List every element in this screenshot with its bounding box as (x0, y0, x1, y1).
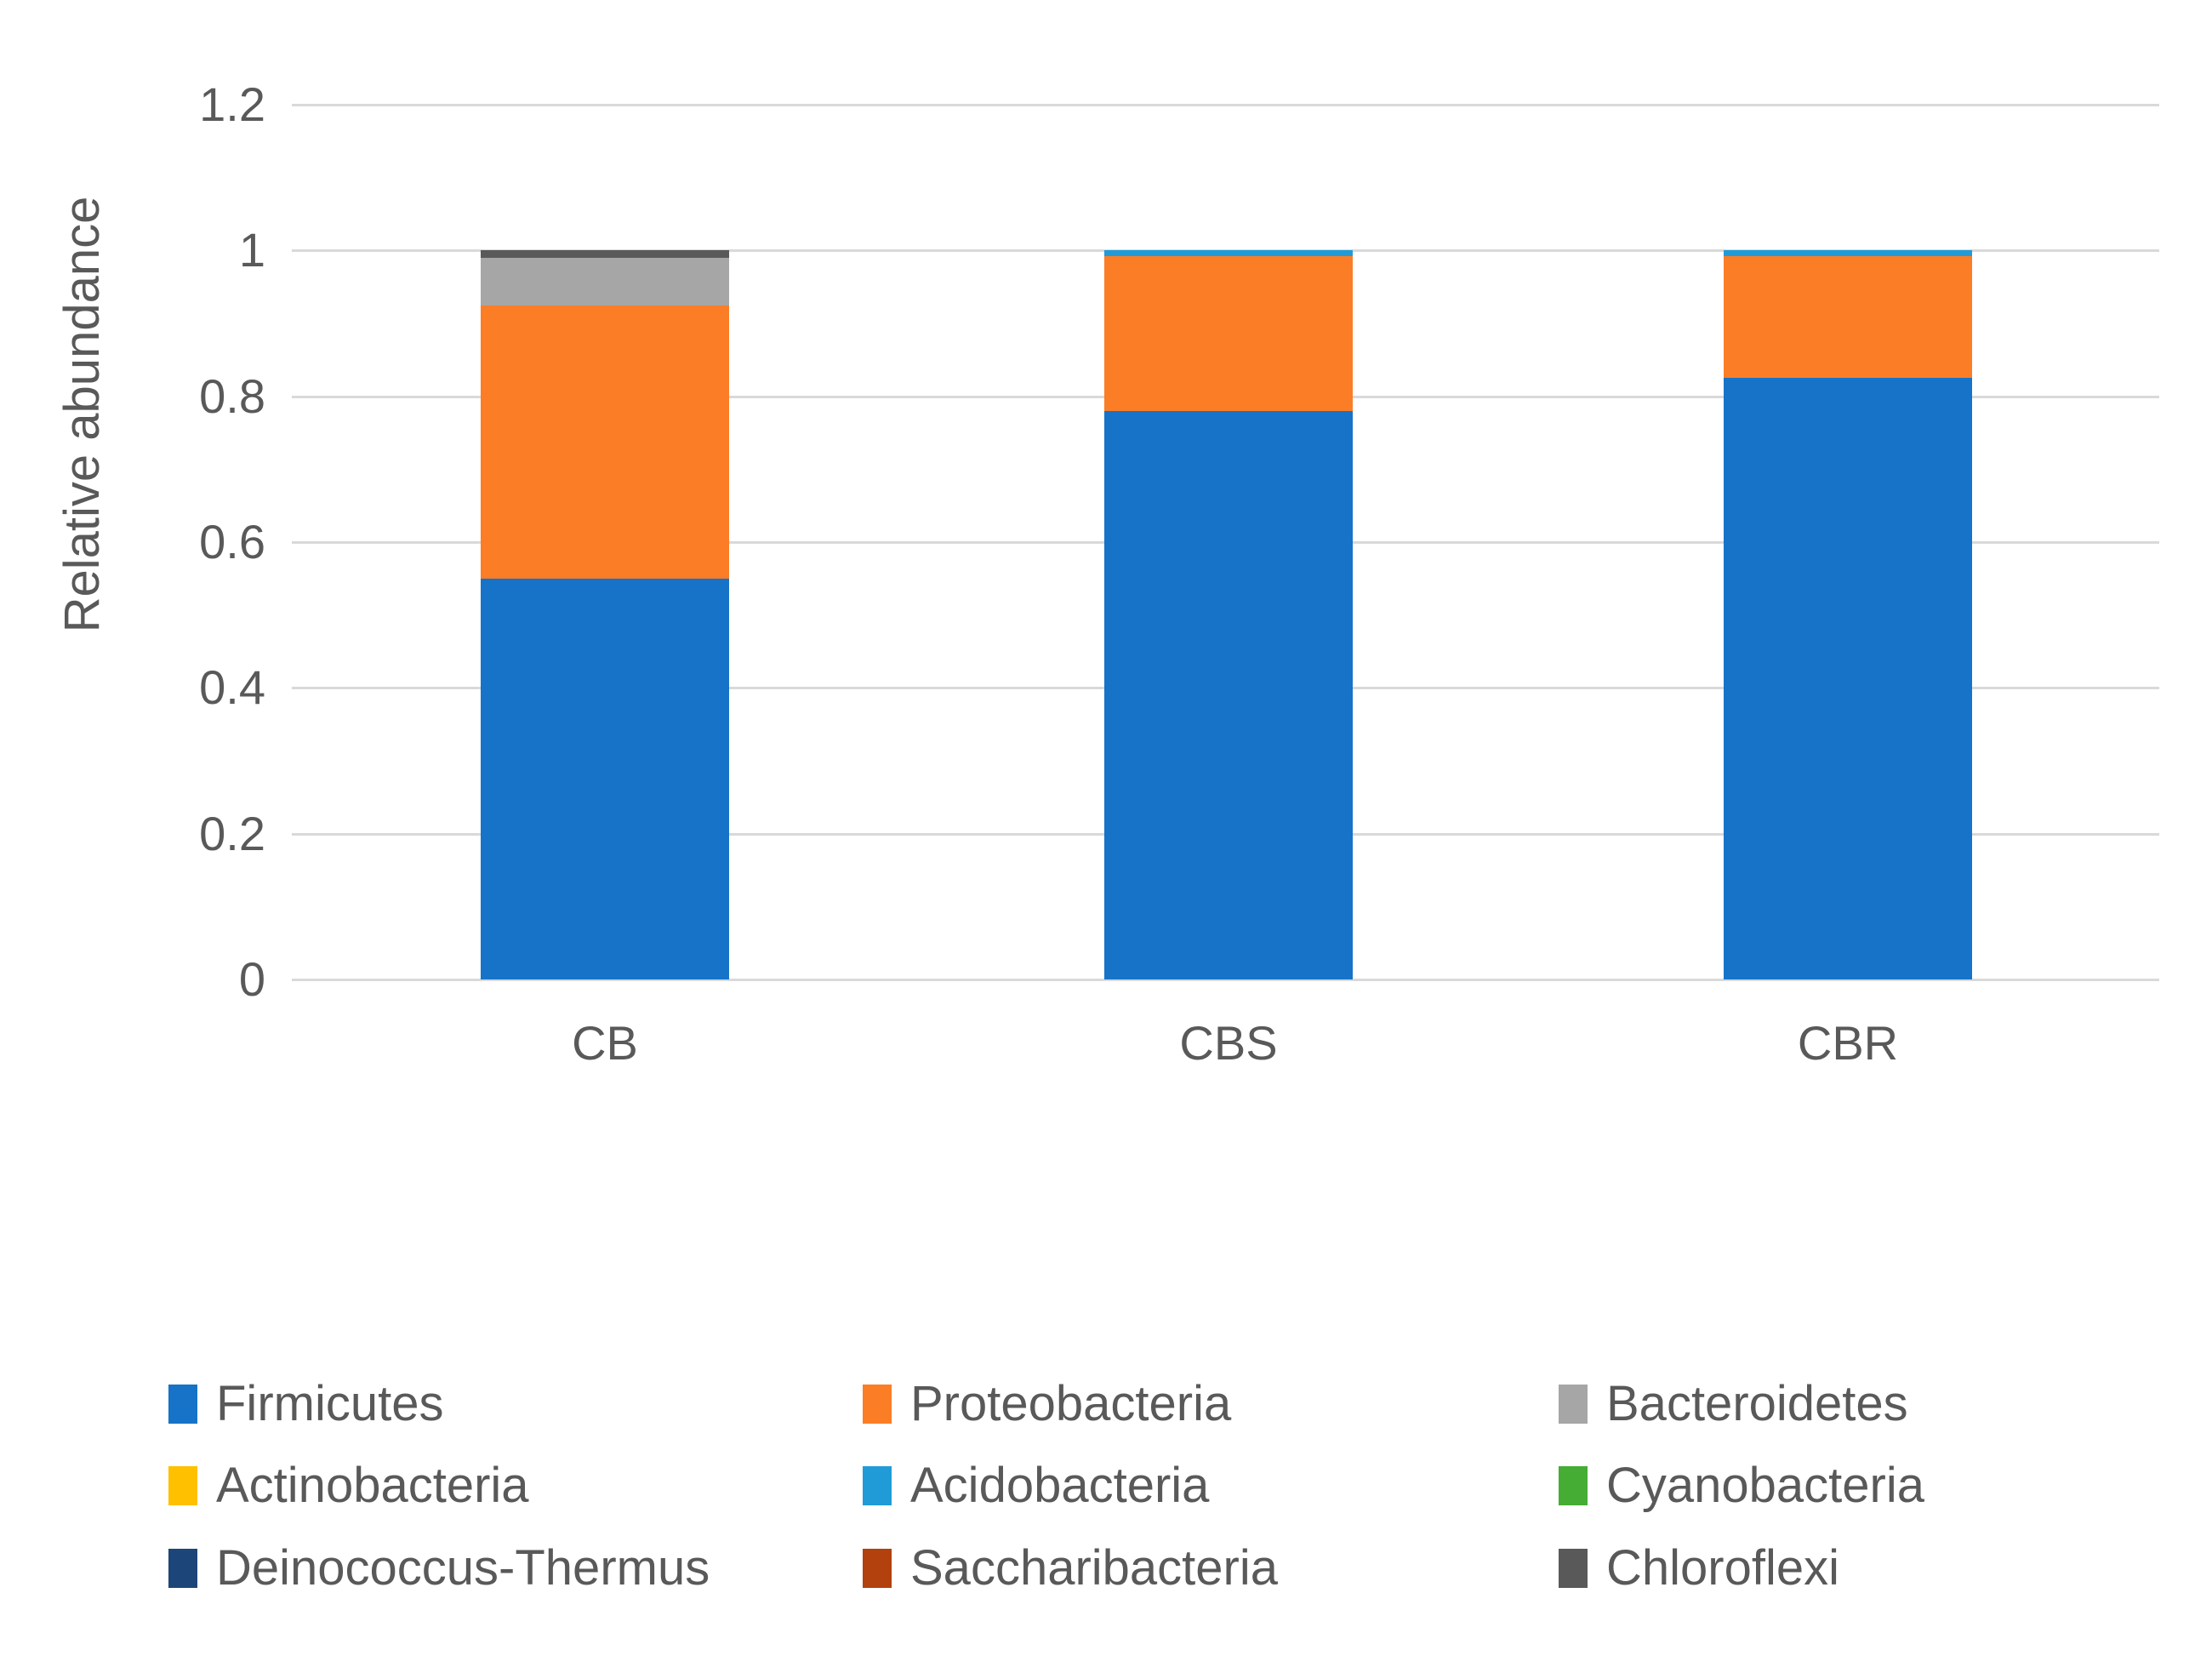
legend-swatch-Proteobacteria (863, 1385, 892, 1424)
bar-CBS (1104, 105, 1353, 979)
legend-entry-Bacteroidetes: Bacteroidetes (1559, 1376, 1908, 1432)
legend-entry-Cyanobacteria: Cyanobacteria (1559, 1458, 1924, 1514)
legend-swatch-Saccharibacteria (863, 1549, 892, 1588)
legend-label-Saccharibacteria: Saccharibacteria (910, 1540, 1278, 1596)
legend-entry-Saccharibacteria: Saccharibacteria (863, 1540, 1278, 1596)
bar-segment-CB-Firmicutes (481, 578, 729, 979)
legend-swatch-Chloroflexi (1559, 1549, 1588, 1588)
y-tick-label-0: 0 (238, 952, 265, 1006)
legend-entry-Acidobacteria: Acidobacteria (863, 1458, 1209, 1514)
chart-legend: Firmicutes Proteobacteria Bacteroidetes Act… (0, 1196, 2212, 1673)
gridline-y-1.2 (292, 104, 2159, 106)
legend-swatch-Bacteroidetes (1559, 1385, 1588, 1424)
bar-segment-CBR-Firmicutes (1724, 378, 1972, 979)
legend-swatch-Acidobacteria (863, 1466, 892, 1505)
bar-segment-CB-Proteobacteria (481, 305, 729, 579)
legend-entry-Firmicutes: Firmicutes (168, 1376, 443, 1432)
legend-label-Firmicutes: Firmicutes (216, 1376, 444, 1431)
bar-segment-CBR-Acidobacteria (1724, 250, 1972, 257)
y-tick-label-0.6: 0.6 (199, 515, 265, 568)
legend-label-Cyanobacteria: Cyanobacteria (1606, 1458, 1924, 1513)
chart-plot-area: 0 0.2 0.4 0.6 0.8 1 1.2 Relative abundance CB C… (54, 77, 2159, 1070)
bar-segment-CB-Bacteroidetes (481, 257, 729, 305)
gridline-y-0 (292, 979, 2159, 981)
y-tick-label-0.2: 0.2 (199, 806, 265, 860)
legend-entry-Chloroflexi: Chloroflexi (1559, 1540, 1839, 1596)
bar-segment-CB-Chloroflexi (481, 250, 729, 258)
legend-label-Actinobacteria: Actinobacteria (216, 1458, 529, 1513)
x-tick-label-CBS: CBS (1179, 1016, 1278, 1070)
y-tick-label-1: 1 (238, 223, 265, 277)
bar-CB (481, 105, 729, 979)
legend-entry-Deinococcus-Thermus: Deinococcus-Thermus (168, 1540, 710, 1596)
legend-swatch-Deinococcus-Thermus (168, 1549, 197, 1588)
legend-swatch-Firmicutes (168, 1385, 197, 1424)
bar-CBR (1724, 105, 1972, 979)
y-tick-label-1.2: 1.2 (199, 77, 265, 131)
legend-label-Proteobacteria: Proteobacteria (910, 1376, 1232, 1431)
y-axis-title: Relative abundance (54, 196, 110, 633)
bar-segment-CBS-Proteobacteria (1104, 256, 1353, 411)
y-tick-label-0.4: 0.4 (199, 660, 265, 715)
legend-entry-Proteobacteria: Proteobacteria (863, 1376, 1231, 1432)
bar-segment-CBS-Firmicutes (1104, 410, 1353, 979)
bar-segment-CBS-Acidobacteria (1104, 250, 1353, 257)
legend-label-Chloroflexi: Chloroflexi (1606, 1540, 1839, 1596)
legend-label-Acidobacteria: Acidobacteria (910, 1458, 1210, 1513)
legend-entry-Actinobacteria: Actinobacteria (168, 1458, 529, 1514)
legend-swatch-Cyanobacteria (1559, 1466, 1588, 1505)
y-tick-label-0.8: 0.8 (199, 368, 265, 423)
bar-segment-CBR-Proteobacteria (1724, 256, 1972, 379)
legend-label-Bacteroidetes: Bacteroidetes (1606, 1376, 1908, 1431)
x-tick-label-CB: CB (572, 1016, 638, 1070)
x-tick-label-CBR: CBR (1797, 1016, 1899, 1070)
legend-label-Deinococcus-Thermus: Deinococcus-Thermus (216, 1540, 710, 1596)
legend-swatch-Actinobacteria (168, 1466, 197, 1505)
